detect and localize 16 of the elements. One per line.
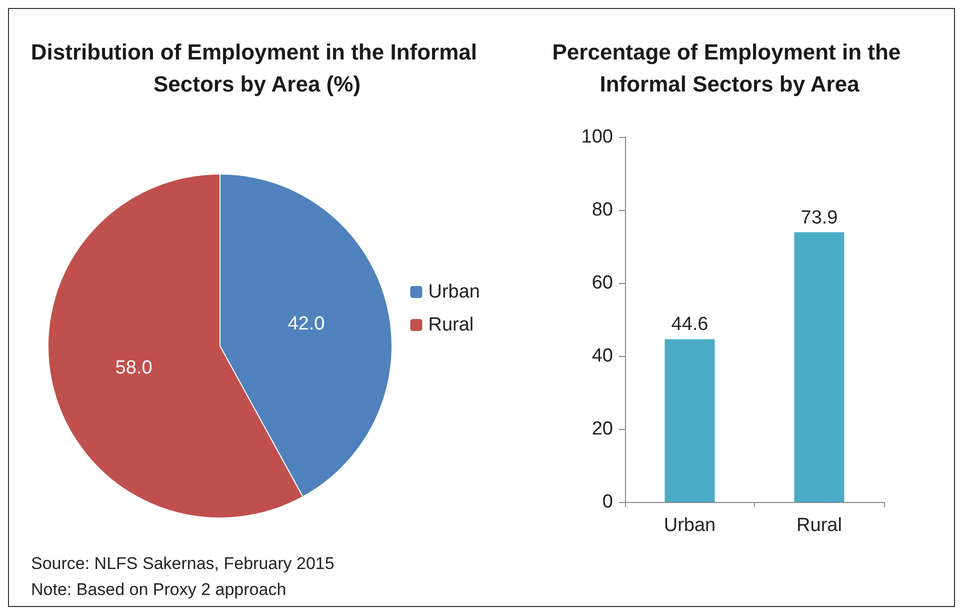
chart-title: Distribution of Employment in the Informal Sectors by Area (%) — [30, 40, 484, 96]
source-note: Source: NLFS Sakernas, February 2015 — [31, 554, 334, 573]
data-label: 58.0 — [115, 358, 152, 379]
data-label: 73.9 — [800, 207, 838, 228]
y-tick-label: 60 — [592, 272, 613, 294]
y-tick-label: 40 — [592, 346, 613, 366]
y-tick-label: 0 — [602, 492, 613, 512]
y-tick-label: 80 — [592, 200, 613, 220]
y-tick-label: 100 — [581, 126, 613, 148]
legend-label: Rural — [428, 314, 474, 336]
legend-label: Urban — [428, 282, 480, 302]
data-label: 42.0 — [288, 313, 325, 334]
data-label: 44.6 — [671, 314, 708, 336]
chart-title: Percentage of Employment in the Informal Sectors by Area — [552, 40, 907, 96]
y-tick-label: 20 — [592, 418, 613, 440]
text: Note: Based on Proxy 2 approach — [31, 580, 286, 599]
